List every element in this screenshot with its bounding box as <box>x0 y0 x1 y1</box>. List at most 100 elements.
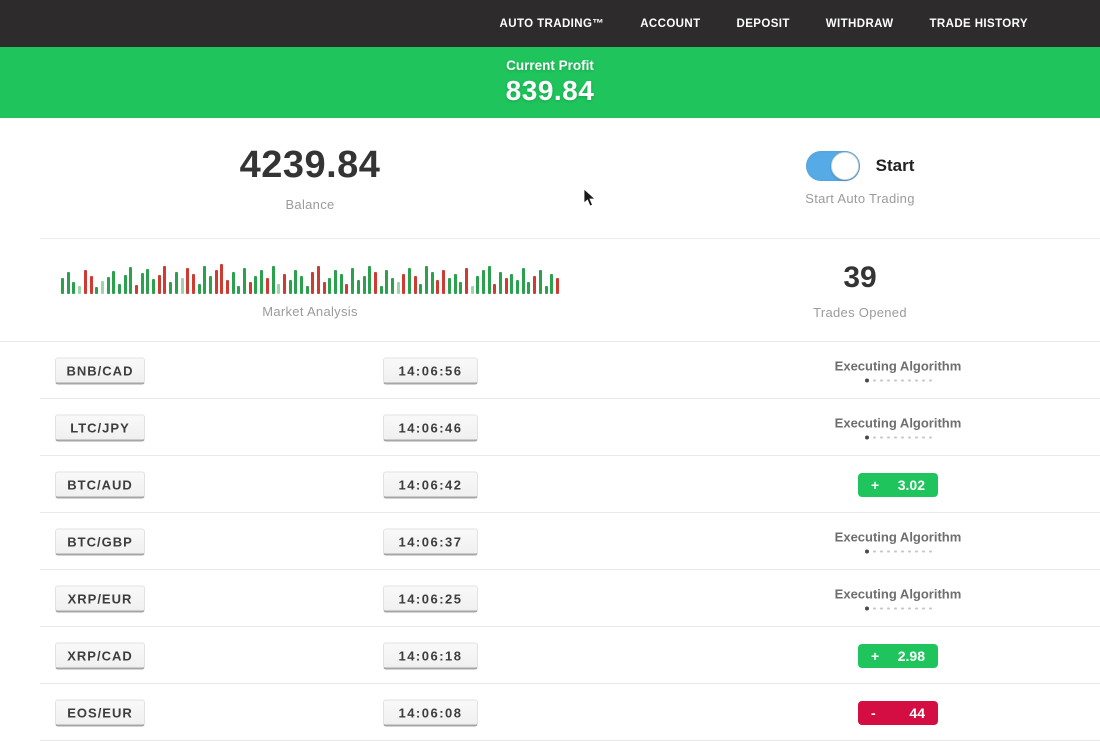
progress-dot <box>880 379 883 382</box>
progress-dot <box>894 379 897 382</box>
trade-row: BTC/AUD 14:06:42 + 3.02 <box>0 456 1100 513</box>
market-bar <box>214 270 218 294</box>
auto-trading-toggle[interactable] <box>805 150 860 181</box>
progress-dot <box>880 436 883 439</box>
pair-tag: XRP/CAD <box>55 642 145 669</box>
market-bar <box>95 287 99 294</box>
market-bar <box>282 274 286 294</box>
trade-row: EOS/EUR 14:06:08 - 44 <box>0 684 1100 741</box>
progress-dot <box>873 379 876 382</box>
pair-tag: BTC/GBP <box>55 528 145 555</box>
market-bar <box>169 282 173 294</box>
nav-trade-history[interactable]: TRADE HISTORY <box>929 17 1028 30</box>
pair-tag: BTC/AUD <box>55 471 145 498</box>
market-bar <box>135 285 139 294</box>
market-bar <box>504 278 508 294</box>
progress-dot <box>922 379 925 382</box>
progress-dot <box>864 549 869 554</box>
time-tag: 14:06:42 <box>383 471 478 498</box>
market-bar <box>328 278 332 294</box>
market-bar <box>339 274 343 294</box>
market-bar <box>499 272 503 294</box>
trade-status: Executing Algorithm <box>818 529 978 554</box>
market-analysis-block: Market Analysis <box>0 239 620 342</box>
trade-status: Executing Algorithm <box>818 415 978 440</box>
nav-withdraw[interactable]: WITHDRAW <box>825 17 894 30</box>
market-bar <box>226 280 230 294</box>
market-bar <box>516 280 520 294</box>
progress-dot <box>929 379 932 382</box>
result-amount: 2.98 <box>897 647 925 664</box>
progress-dot <box>901 550 904 553</box>
trade-row: LTC/JPY 14:06:46 Executing Algorithm <box>0 399 1100 456</box>
nav-deposit[interactable]: DEPOSIT <box>736 17 790 30</box>
pair-tag: LTC/JPY <box>55 414 145 441</box>
market-bar <box>112 271 116 294</box>
market-bar <box>334 270 338 294</box>
market-bar <box>481 270 485 294</box>
market-bar <box>157 275 161 294</box>
market-bar <box>430 272 434 294</box>
pair-tag: EOS/EUR <box>55 699 145 726</box>
current-profit-value: 839.84 <box>505 75 595 106</box>
market-bar <box>191 274 195 294</box>
progress-dots <box>818 549 978 554</box>
market-bar <box>146 269 150 294</box>
progress-dot <box>887 379 890 382</box>
trade-row: XRP/CAD 14:06:18 + 2.98 <box>0 627 1100 684</box>
market-bar <box>220 264 224 294</box>
market-bar <box>231 272 235 294</box>
executing-label: Executing Algorithm <box>834 529 962 544</box>
pair-tag: XRP/EUR <box>55 585 145 612</box>
current-profit-banner: Current Profit 839.84 <box>0 47 1100 118</box>
progress-dot <box>929 607 932 610</box>
trade-status: + 3.02 <box>818 472 978 497</box>
trades-opened-block: 39 Trades Opened <box>620 239 1100 342</box>
balance-toggle-row: 4239.84 Balance Start Start Auto Trading <box>0 118 1100 238</box>
progress-dot <box>864 435 869 440</box>
current-profit-label: Current Profit <box>506 58 594 73</box>
executing-label: Executing Algorithm <box>834 358 962 373</box>
market-bar <box>299 276 303 294</box>
market-bar <box>493 284 497 294</box>
market-bar <box>425 266 429 294</box>
progress-dot <box>887 436 890 439</box>
progress-dot <box>887 607 890 610</box>
market-bar <box>544 286 548 294</box>
nav-auto-trading[interactable]: AUTO TRADING™ <box>499 17 605 30</box>
market-bar <box>311 272 315 294</box>
toggle-label: Start <box>875 155 915 175</box>
nav-account[interactable]: ACCOUNT <box>640 17 701 30</box>
market-bar <box>152 279 156 294</box>
trade-status: - 44 <box>818 700 978 725</box>
market-bar <box>265 278 269 294</box>
market-bar <box>72 282 76 294</box>
progress-dot <box>915 607 918 610</box>
market-analysis-label: Market Analysis <box>262 304 358 319</box>
market-bar <box>140 273 144 294</box>
market-bar <box>470 286 474 294</box>
result-sign: + <box>871 476 880 493</box>
market-bar <box>453 274 457 294</box>
market-bar <box>390 278 394 294</box>
progress-dot <box>922 436 925 439</box>
trade-row: BNB/CAD 14:06:56 Executing Algorithm <box>0 342 1100 399</box>
balance-block: 4239.84 Balance <box>0 118 620 238</box>
market-analysis-chart <box>61 262 559 294</box>
market-bar <box>402 274 406 294</box>
market-bar <box>373 272 377 294</box>
trades-list: BNB/CAD 14:06:56 Executing Algorithm LTC… <box>0 341 1100 741</box>
market-bar <box>248 282 252 294</box>
market-bar <box>89 276 93 294</box>
executing-status: Executing Algorithm <box>818 586 978 611</box>
trade-status: Executing Algorithm <box>818 358 978 383</box>
market-bar <box>237 286 241 294</box>
executing-status: Executing Algorithm <box>818 358 978 383</box>
progress-dot <box>864 378 869 383</box>
market-bar <box>419 284 423 294</box>
progress-dot <box>873 607 876 610</box>
progress-dot <box>901 607 904 610</box>
progress-dot <box>887 550 890 553</box>
time-tag: 14:06:56 <box>383 357 478 384</box>
